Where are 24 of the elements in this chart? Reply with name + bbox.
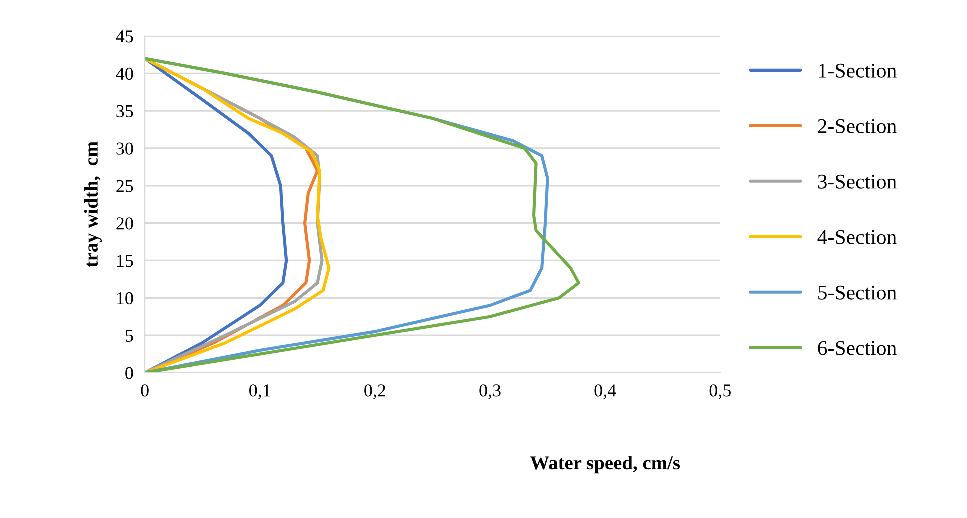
y-tick-label: 25 (116, 180, 134, 192)
y-tick-label: 35 (116, 105, 134, 118)
x-tick-label: 0,5 (710, 384, 731, 400)
legend-label: 3-Section (818, 174, 897, 189)
y-tick-label: 0 (126, 367, 134, 380)
y-tick-label: 45 (116, 30, 134, 43)
legend-label: 4-Section (818, 230, 897, 244)
x-tick-label: 0 (141, 384, 149, 397)
x-axis-title: Water speed, cm/s (530, 456, 680, 474)
y-tick-label: 20 (116, 218, 134, 230)
x-tick-label: 0,4 (594, 384, 616, 400)
y-tick-label: 10 (117, 292, 134, 305)
x-tick-label: 0,2 (364, 384, 386, 400)
x-tick-label: 0,3 (480, 384, 501, 400)
y-tick-label: 30 (116, 142, 134, 155)
y-axis-title: tray width, cm (84, 142, 102, 268)
y-tick-label: 5 (126, 330, 134, 342)
legend-label: 2-Section (818, 119, 897, 134)
y-tick-label: 15 (117, 255, 134, 268)
x-tick-label: 0,1 (250, 384, 270, 400)
legend-label: 6-Section (818, 341, 897, 356)
legend-label: 5-Section (818, 286, 897, 300)
y-tick-label: 40 (116, 68, 134, 80)
legend-label: 1-Section (819, 64, 897, 78)
